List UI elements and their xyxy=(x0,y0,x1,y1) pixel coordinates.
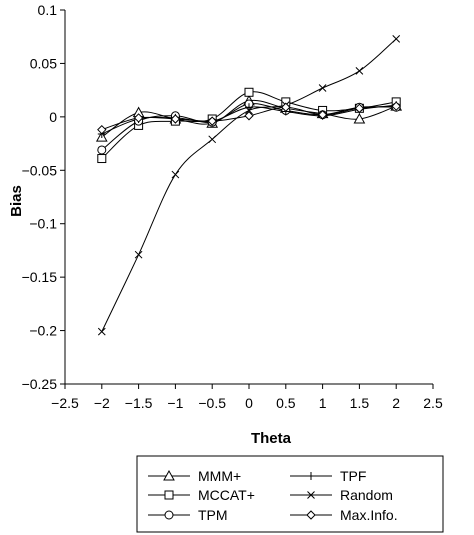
y-tick-label: −0.25 xyxy=(22,376,58,392)
legend-marker xyxy=(307,472,315,480)
data-point-random xyxy=(97,327,106,336)
data-point-max-info xyxy=(281,102,291,112)
legend-item-random: Random xyxy=(290,487,393,503)
data-point-mccat xyxy=(244,87,254,97)
x-tick-label: 1.5 xyxy=(350,395,370,411)
data-point-max-info xyxy=(391,101,401,111)
legend-label: Max.Info. xyxy=(340,507,398,523)
legend-item-max-info: Max.Info. xyxy=(290,507,398,523)
data-point-max-info xyxy=(317,110,328,120)
legend-marker xyxy=(306,510,316,520)
legend-item-tpf: TPF xyxy=(290,468,366,484)
data-point-random xyxy=(208,135,217,144)
legend-label: MCCAT+ xyxy=(198,487,255,503)
data-point-max-info xyxy=(354,103,365,114)
series-markers-max-info xyxy=(97,101,401,135)
data-point-tpm xyxy=(97,145,107,155)
y-tick-label: −0.15 xyxy=(22,269,58,285)
y-axis-ticks: 0.1 0.05 0 −0.05 −0.1 −0.15 −0.2 −0.25 xyxy=(22,2,65,392)
x-tick-label: −1 xyxy=(167,395,183,411)
data-point-max-info xyxy=(244,111,254,121)
series-lines xyxy=(101,38,397,332)
y-tick-label: −0.05 xyxy=(22,162,58,178)
x-tick-label: −1.5 xyxy=(125,395,153,411)
series-markers xyxy=(95,34,403,336)
data-point-random xyxy=(355,67,364,75)
data-point-random xyxy=(318,84,327,92)
x-tick-label: −2 xyxy=(94,395,110,411)
legend-box xyxy=(136,455,444,533)
data-point-random xyxy=(134,250,143,259)
x-tick-label: −0.5 xyxy=(198,395,226,411)
legend-label: Random xyxy=(340,487,393,503)
data-point-mmm xyxy=(353,112,366,124)
y-axis-title: Bias xyxy=(8,185,25,217)
legend: MMM+ MCCAT+ TPM TPF Random Max.Info. xyxy=(136,455,444,533)
y-tick-label: −0.2 xyxy=(29,323,57,339)
data-point-max-info xyxy=(97,124,107,135)
legend-marker xyxy=(164,510,174,520)
series-markers-random xyxy=(97,34,401,336)
x-tick-label: 0 xyxy=(245,395,253,411)
y-tick-label: 0 xyxy=(49,109,57,125)
y-tick-label: 0.1 xyxy=(38,2,58,18)
data-point-max-info xyxy=(133,113,144,123)
data-point-random xyxy=(392,34,401,43)
x-tick-label: −2.5 xyxy=(51,395,79,411)
data-point-random xyxy=(245,106,253,115)
legend-item-mccat: MCCAT+ xyxy=(148,487,255,503)
x-tick-label: 0.5 xyxy=(276,395,296,411)
x-tick-label: 2.5 xyxy=(423,395,443,411)
data-point-max-info xyxy=(170,114,181,124)
x-axis-ticks: −2.5 −2 −1.5 −1 −0.5 0 0.5 1 1.5 2 2.5 xyxy=(51,384,443,411)
legend-label: MMM+ xyxy=(198,468,241,484)
legend-item-mmm: MMM+ xyxy=(148,468,241,484)
y-tick-label: 0.05 xyxy=(30,55,57,71)
legend-marker xyxy=(163,469,175,481)
legend-item-tpm: TPM xyxy=(148,507,228,523)
x-tick-label: 1 xyxy=(319,395,327,411)
x-tick-label: 2 xyxy=(392,395,400,411)
axes xyxy=(64,10,433,385)
series-line-random xyxy=(101,38,397,332)
data-point-mccat xyxy=(97,154,107,164)
data-point-random xyxy=(171,170,180,179)
legend-marker xyxy=(164,490,174,500)
legend-label: TPM xyxy=(198,507,228,523)
data-point-max-info xyxy=(207,116,217,126)
y-tick-label: −0.1 xyxy=(29,216,57,232)
legend-marker xyxy=(307,491,315,499)
legend-label: TPF xyxy=(340,468,366,484)
x-axis-title: Theta xyxy=(251,430,292,447)
